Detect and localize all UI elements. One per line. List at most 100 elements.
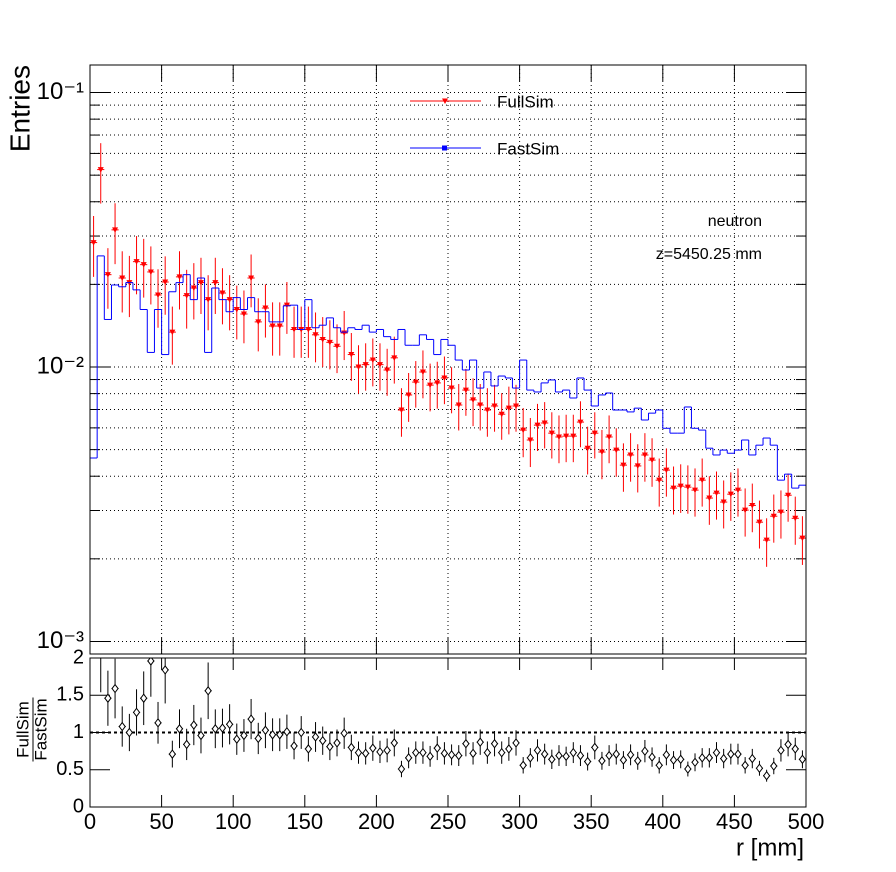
data-point (477, 402, 484, 408)
data-point (269, 323, 276, 330)
data-point (634, 463, 641, 469)
data-point (469, 748, 477, 759)
data-point (705, 752, 713, 763)
data-point (498, 411, 505, 418)
data-point (548, 754, 556, 765)
data-point (577, 419, 584, 426)
data-point (791, 744, 799, 754)
data-point (204, 685, 212, 696)
data-point (792, 515, 799, 522)
data-point (276, 729, 284, 740)
data-point (734, 749, 742, 759)
data-point (334, 343, 341, 350)
data-point (205, 297, 212, 303)
data-point (319, 336, 326, 343)
data-point (362, 362, 369, 368)
data-point (304, 744, 313, 754)
data-point (534, 422, 541, 429)
data-point (706, 495, 713, 502)
data-point (476, 737, 484, 748)
data-point (762, 770, 771, 781)
data-point (655, 760, 663, 771)
data-point (441, 375, 448, 381)
data-point (247, 714, 255, 724)
data-point (692, 487, 699, 494)
data-point (197, 730, 205, 741)
data-point (268, 729, 277, 740)
data-point (684, 484, 691, 491)
data-point (326, 339, 333, 346)
data-point (649, 457, 656, 464)
data-point (526, 752, 534, 763)
data-point (398, 407, 405, 414)
data-point (262, 305, 269, 312)
data-point (598, 449, 605, 456)
data-point (627, 452, 634, 458)
data-point (684, 764, 692, 774)
data-point (448, 385, 455, 392)
data-point (755, 763, 764, 774)
data-point (670, 485, 677, 492)
data-point (777, 509, 784, 516)
data-point (347, 742, 355, 753)
data-point (720, 499, 727, 506)
data-point (598, 755, 606, 766)
x-tick-label: 50 (149, 809, 173, 834)
data-point (612, 749, 620, 759)
data-point (183, 739, 191, 750)
data-point (634, 755, 642, 766)
data-point (369, 743, 377, 753)
data-point (155, 292, 162, 298)
legend-marker (442, 145, 447, 151)
data-point (168, 749, 176, 759)
data-point (491, 403, 498, 409)
data-point (283, 726, 291, 737)
data-point (541, 749, 549, 759)
data-point (354, 747, 363, 758)
data-point (225, 719, 234, 730)
data-point (648, 752, 656, 762)
y-axis-label-numerator: FullSim (13, 701, 32, 758)
y-tick-label: 0 (73, 795, 84, 817)
data-point (311, 732, 320, 742)
data-point (419, 747, 427, 758)
data-point (699, 477, 706, 484)
data-point (376, 362, 383, 368)
data-point (97, 167, 104, 173)
data-point (154, 717, 162, 728)
data-point (798, 754, 806, 765)
data-point (591, 430, 598, 437)
data-point (254, 733, 262, 744)
data-point (362, 748, 370, 759)
data-point (756, 519, 763, 526)
data-point (742, 507, 749, 514)
data-point (240, 311, 247, 317)
data-point (412, 379, 419, 386)
data-point (555, 434, 562, 440)
data-point (397, 764, 406, 774)
data-point (376, 747, 384, 757)
data-point (147, 658, 155, 666)
x-tick-label: 500 (788, 809, 825, 834)
data-point (319, 735, 327, 746)
data-point (455, 402, 462, 408)
plot-area (90, 143, 806, 567)
y-tick-label: 10⁻² (37, 352, 84, 379)
data-point (91, 349, 97, 357)
data-point (770, 513, 777, 520)
data-point (569, 747, 577, 758)
data-point (462, 738, 470, 749)
data-point (584, 445, 591, 452)
annotation: neutron (708, 213, 762, 230)
data-point (720, 753, 728, 764)
data-point (505, 744, 513, 754)
data-point (763, 537, 770, 544)
data-point (498, 747, 506, 758)
x-tick-label: 0 (84, 809, 96, 834)
data-point (641, 452, 648, 458)
data-point (161, 665, 169, 675)
data-point (190, 285, 197, 292)
frame (89, 657, 807, 808)
data-point (527, 437, 534, 443)
